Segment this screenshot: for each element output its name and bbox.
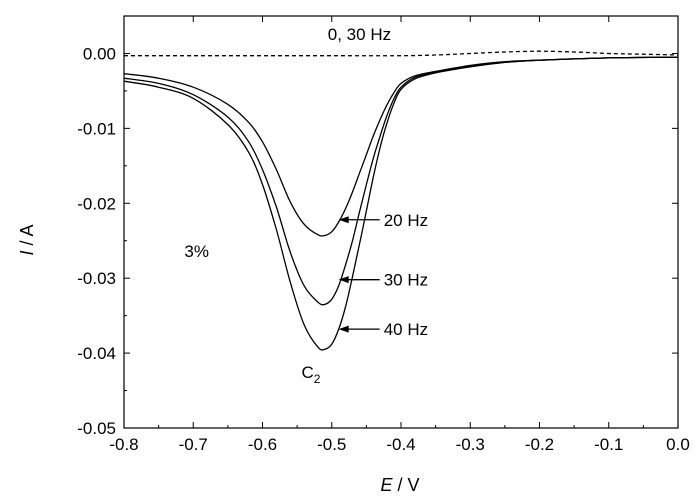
series-line-40-hz <box>123 56 679 351</box>
x-tick-label: -0.4 <box>386 435 415 454</box>
series-layer <box>123 50 679 351</box>
y-tick-label: -0.02 <box>77 194 116 213</box>
x-tick-label: -0.1 <box>594 435 623 454</box>
dashed-series-label: 0, 30 Hz <box>328 25 391 44</box>
y-axis-title: I / A <box>17 224 37 255</box>
x-tick-label: 0.0 <box>666 435 690 454</box>
percent-label: 3% <box>184 242 209 261</box>
y-tick-label: -0.04 <box>77 344 116 363</box>
series-line-20-hz <box>123 56 679 237</box>
y-tick-label: -0.03 <box>77 269 116 288</box>
series-line-30-hz <box>123 56 679 306</box>
x-tick-label: -0.8 <box>109 435 138 454</box>
arrow-label: 30 Hz <box>384 271 428 290</box>
arrow-head <box>338 325 349 333</box>
x-tick-label: -0.5 <box>317 435 346 454</box>
x-axis-title: E / V <box>380 475 419 495</box>
y-axis: 0.00 -0.01 -0.02 -0.03 -0.04 -0.05 <box>77 44 678 438</box>
arrow-label: 40 Hz <box>384 320 428 339</box>
x-tick-label: -0.3 <box>456 435 485 454</box>
y-tick-label: -0.05 <box>77 419 116 438</box>
x-tick-label: -0.2 <box>525 435 554 454</box>
arrow-label: 20 Hz <box>384 211 428 230</box>
arrow-head <box>338 216 349 224</box>
y-tick-label: 0.00 <box>83 44 116 63</box>
peak-label: C2 <box>301 363 320 386</box>
arrow-head <box>338 276 349 284</box>
x-tick-label: -0.6 <box>248 435 277 454</box>
annotations: 0, 30 Hz 3% C2 20 Hz 30 Hz 40 Hz <box>184 25 428 386</box>
y-tick-label: -0.01 <box>77 119 116 138</box>
x-axis: -0.8 -0.7 -0.6 -0.5 -0.4 -0.3 -0.2 -0.1 0.0 <box>109 16 690 454</box>
series-line-0-30-hz <box>124 50 679 57</box>
x-tick-label: -0.7 <box>179 435 208 454</box>
